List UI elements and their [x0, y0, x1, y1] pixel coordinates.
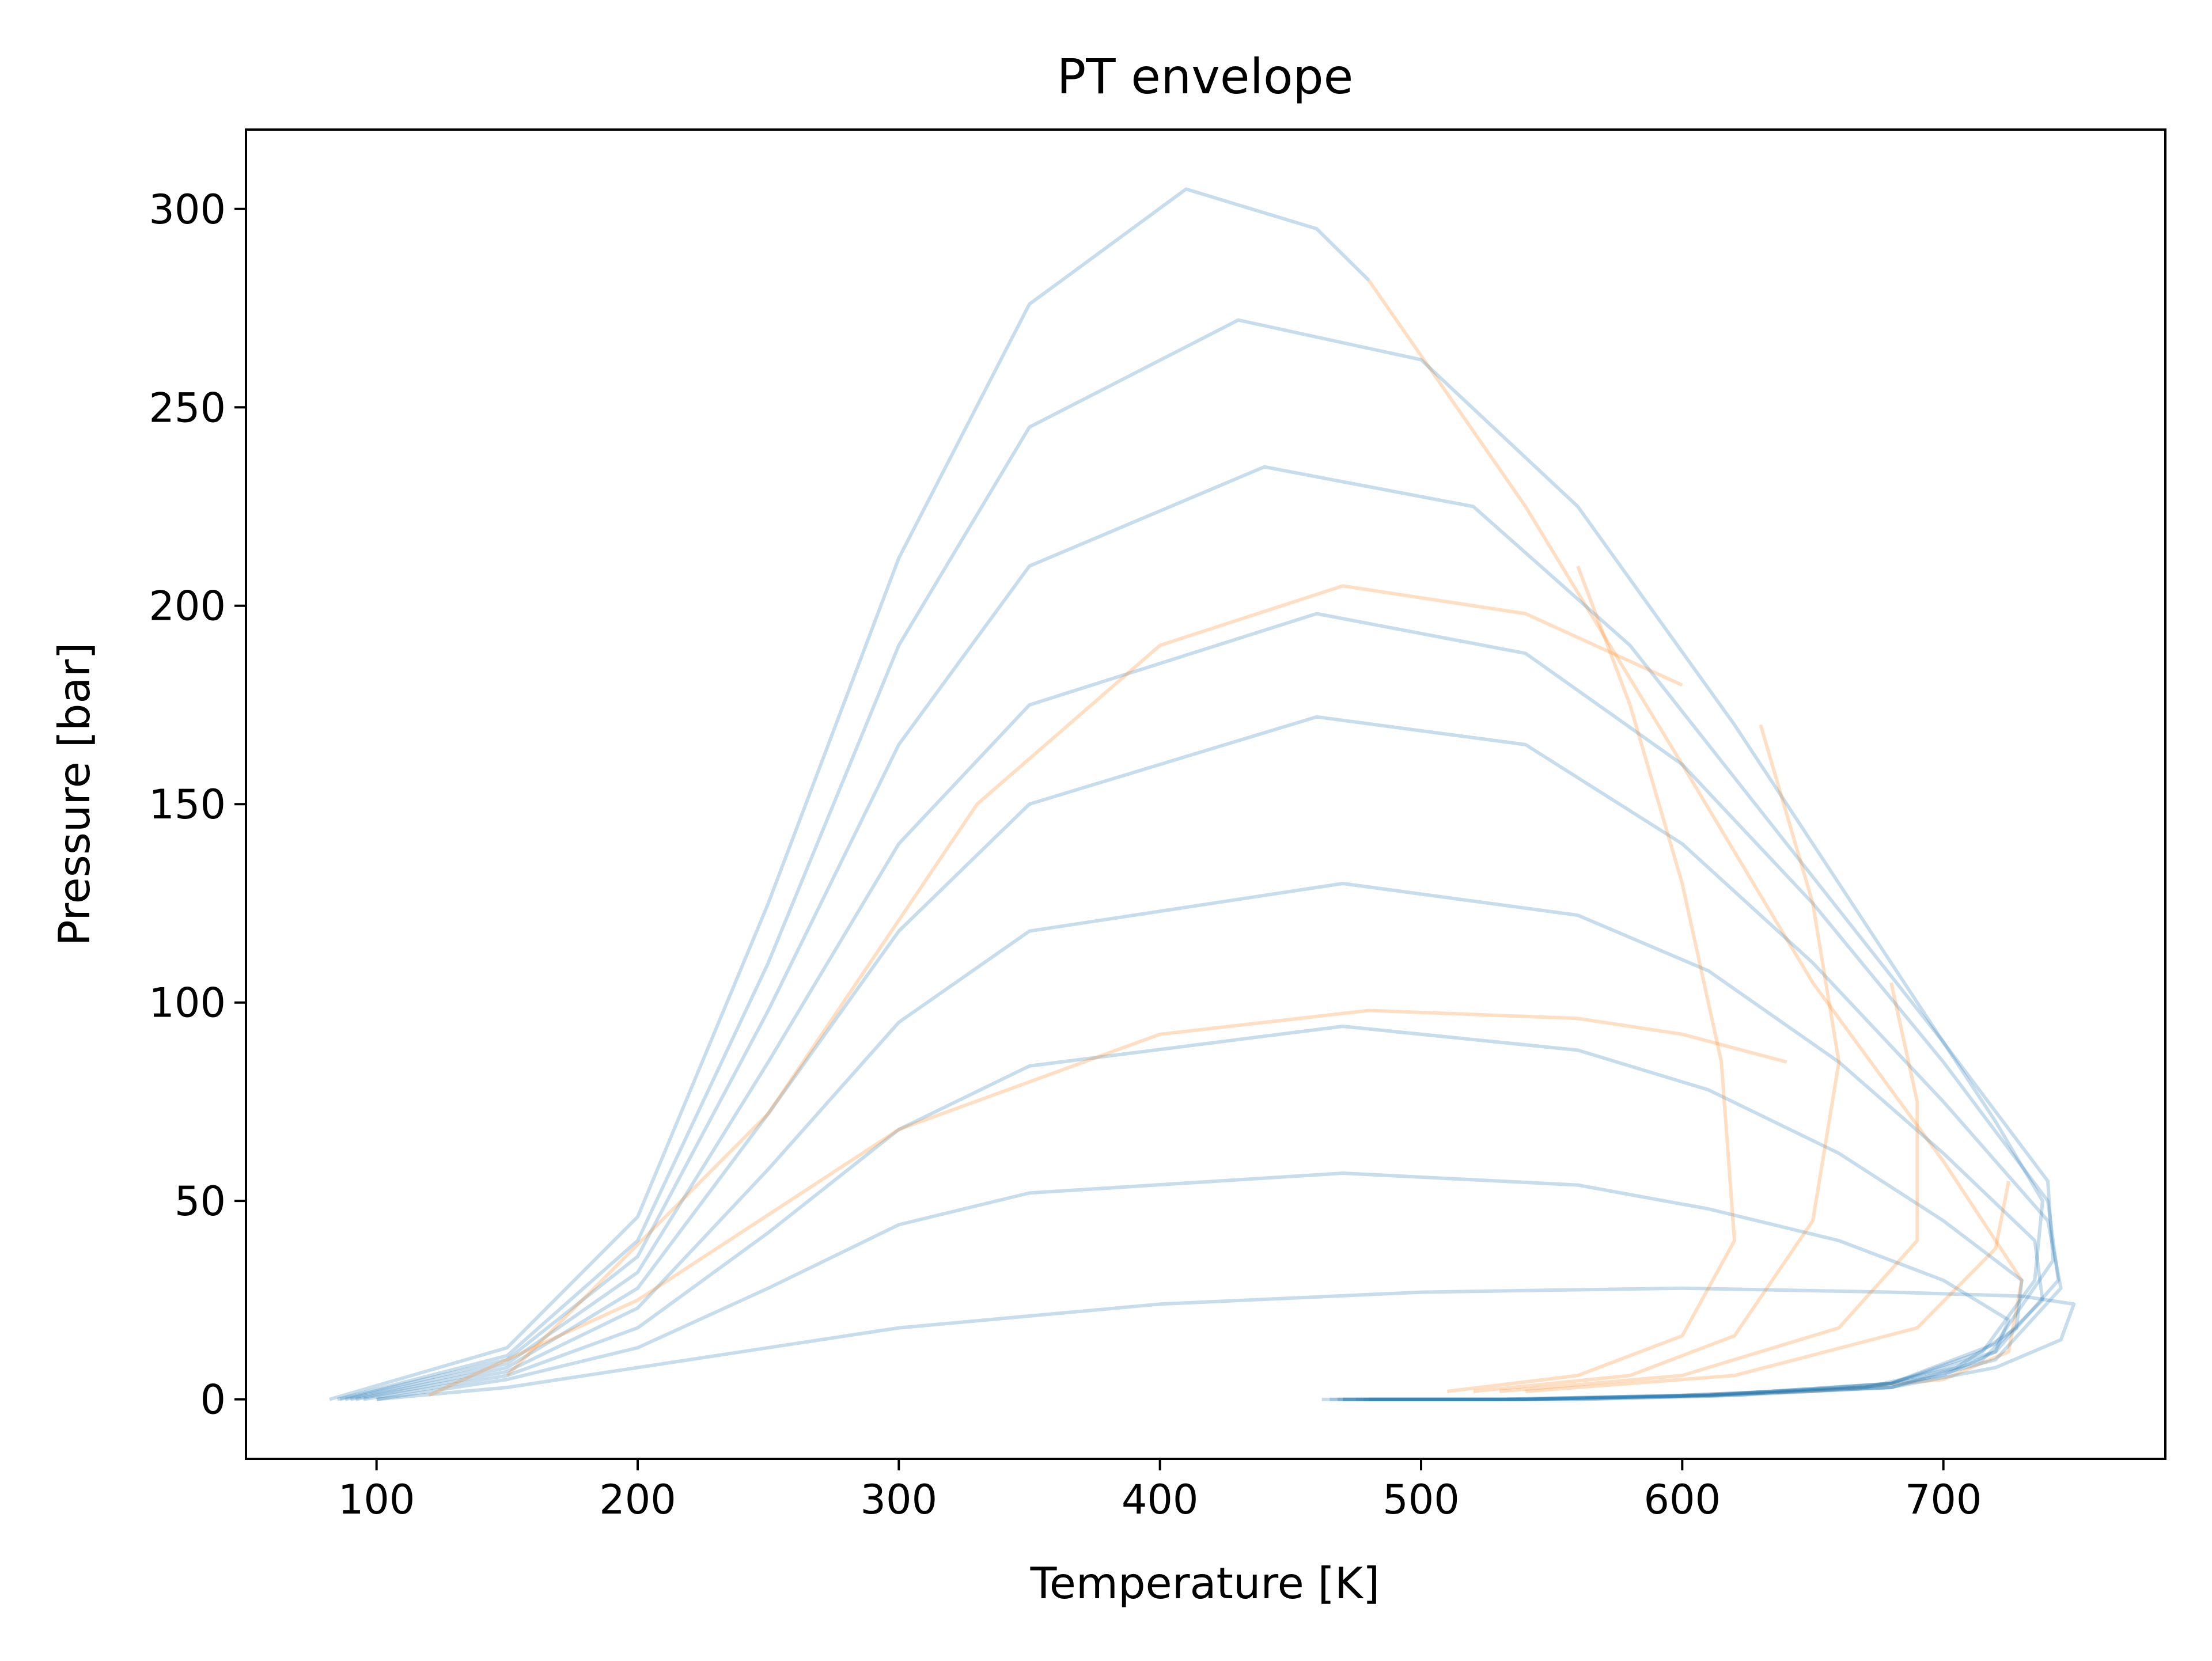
y-tick-label: 250	[149, 384, 226, 431]
x-tick-label: 200	[599, 1476, 676, 1523]
series-line-blue-3	[339, 465, 2055, 1401]
y-tick-label: 50	[175, 1178, 226, 1225]
x-axis-ticks: 100 200 300 400 500 600 700	[338, 1459, 1982, 1523]
series-line-orange-13	[1525, 1181, 2010, 1393]
x-tick-label: 100	[338, 1476, 415, 1523]
series-line-orange-15	[506, 584, 1683, 1377]
series-line-orange-11	[1473, 724, 1841, 1393]
x-tick-label: 400	[1122, 1476, 1199, 1523]
y-tick-label: 300	[149, 186, 226, 233]
series-line-blue-9	[376, 1286, 2076, 1401]
x-axis-label: Temperature [K]	[1030, 1558, 1380, 1609]
series-line-orange-10	[1446, 565, 1736, 1393]
series-line-blue-6	[355, 882, 2044, 1401]
y-tick-label: 200	[149, 583, 226, 630]
plot-frame	[245, 128, 2166, 1460]
y-axis-ticks: 0 50 100 150 200 250 300	[149, 186, 246, 1424]
y-tick-label: 100	[149, 980, 226, 1027]
x-tick-label: 700	[1905, 1476, 1982, 1523]
series-line-blue-5	[350, 715, 2063, 1401]
series-line-blue-0	[329, 187, 1370, 1401]
x-tick-label: 300	[861, 1476, 938, 1523]
series-line-orange-1	[1367, 279, 2024, 1397]
plot-lines	[329, 187, 2076, 1401]
series-line-blue-7	[363, 1025, 2024, 1401]
series-line-blue-4	[344, 612, 2061, 1401]
series-line-blue-2	[336, 318, 2044, 1401]
chart-title: PT envelope	[1057, 48, 1354, 105]
y-axis-label: Pressure [bar]	[49, 642, 100, 946]
y-tick-label: 0	[200, 1376, 226, 1424]
series-line-blue-8	[376, 1171, 2010, 1401]
series-line-orange-14	[428, 1008, 1787, 1397]
series-line-orange-12	[1499, 982, 1919, 1393]
x-tick-label: 500	[1382, 1476, 1460, 1523]
y-tick-label: 150	[149, 781, 226, 828]
x-tick-label: 600	[1644, 1476, 1721, 1523]
